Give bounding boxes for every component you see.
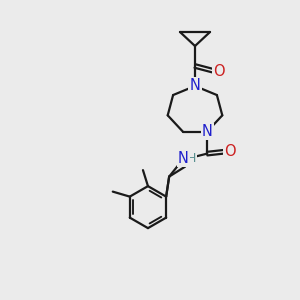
Text: H: H [187, 152, 196, 165]
Text: N: N [202, 124, 213, 139]
Text: O: O [224, 144, 236, 159]
Text: N: N [190, 79, 200, 94]
Text: N: N [190, 79, 200, 94]
Text: N: N [178, 151, 189, 166]
Text: O: O [213, 64, 225, 79]
